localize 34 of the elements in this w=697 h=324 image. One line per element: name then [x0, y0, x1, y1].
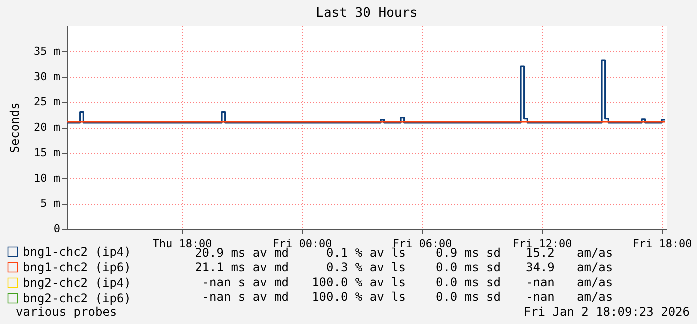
legend-label: bng2-chc2 (ip6) [23, 292, 132, 306]
y-tick-label: 5 m [40, 197, 61, 210]
y-tick-label: 10 m [34, 172, 61, 185]
text: -nan [526, 290, 555, 304]
y-tick-label: 30 m [34, 70, 61, 84]
text: -nan s av md [202, 275, 289, 290]
y-tick-label: 25 m [34, 96, 61, 109]
text: 34.9 [526, 260, 555, 275]
y-axis-title: Seconds [8, 102, 22, 154]
y-tick-label: 20 m [34, 121, 61, 134]
text: 100.0 % av ls [312, 290, 406, 304]
text: 100.0 % av ls [312, 275, 406, 290]
text: am/as [577, 260, 614, 275]
legend-label: bng1-chc2 (ip4) [23, 245, 132, 259]
text: 0.0 ms sd [436, 290, 501, 304]
y-tick-label: 35 m [34, 44, 61, 58]
chart-title: Last 30 Hours [316, 6, 418, 21]
text: 0.0 ms sd [436, 275, 501, 290]
text: 21.1 ms av md [195, 260, 289, 275]
text: 0.3 % av ls [326, 260, 406, 275]
text: 0.0 ms sd [436, 260, 501, 275]
legend-label: bng2-chc2 (ip4) [23, 276, 132, 290]
legend-label: bng1-chc2 (ip6) [23, 260, 132, 274]
y-tick-label: 15 m [34, 146, 61, 160]
text: various probes [16, 305, 118, 319]
y-tick-label: 0 [54, 222, 60, 236]
text: -nan s av md [202, 290, 289, 304]
text: am/as [577, 290, 614, 304]
text: 15.2 [526, 246, 555, 260]
text: am/as [577, 246, 614, 260]
text: Fri Jan 2 18:09:23 2026 [524, 305, 690, 319]
text: -nan [526, 275, 555, 290]
x-tick-label: Fri 18:00 [632, 238, 692, 250]
text: am/as [577, 275, 614, 290]
